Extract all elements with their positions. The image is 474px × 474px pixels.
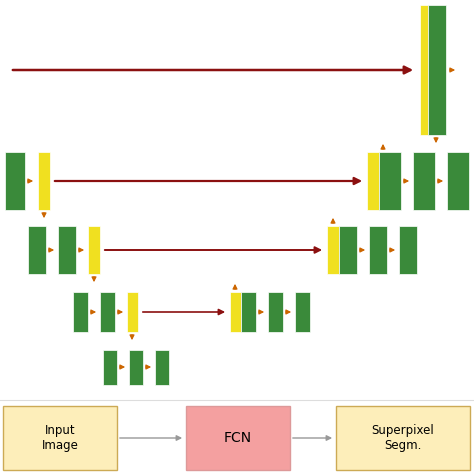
Bar [73, 292, 88, 332]
Bar [127, 292, 138, 332]
Text: Input
Image: Input Image [42, 424, 78, 452]
Bar [399, 226, 417, 274]
Bar [103, 350, 117, 385]
Bar [100, 292, 115, 332]
Bar [339, 226, 357, 274]
FancyBboxPatch shape [186, 406, 290, 470]
Bar [369, 226, 387, 274]
Bar [420, 5, 428, 135]
Bar [241, 292, 256, 332]
Bar [295, 292, 310, 332]
FancyBboxPatch shape [3, 406, 117, 470]
Bar [28, 226, 46, 274]
Text: FCN: FCN [224, 431, 252, 445]
Bar [379, 152, 401, 210]
Bar [367, 152, 379, 210]
Text: Superpixel
Segm.: Superpixel Segm. [372, 424, 434, 452]
Bar [327, 226, 339, 274]
Bar [155, 350, 169, 385]
Bar [58, 226, 76, 274]
Bar [88, 226, 100, 274]
Bar [230, 292, 241, 332]
Bar [268, 292, 283, 332]
Bar [428, 5, 446, 135]
Bar [5, 152, 25, 210]
FancyBboxPatch shape [336, 406, 470, 470]
Bar [413, 152, 435, 210]
Bar [129, 350, 143, 385]
Bar [447, 152, 469, 210]
Bar [38, 152, 50, 210]
